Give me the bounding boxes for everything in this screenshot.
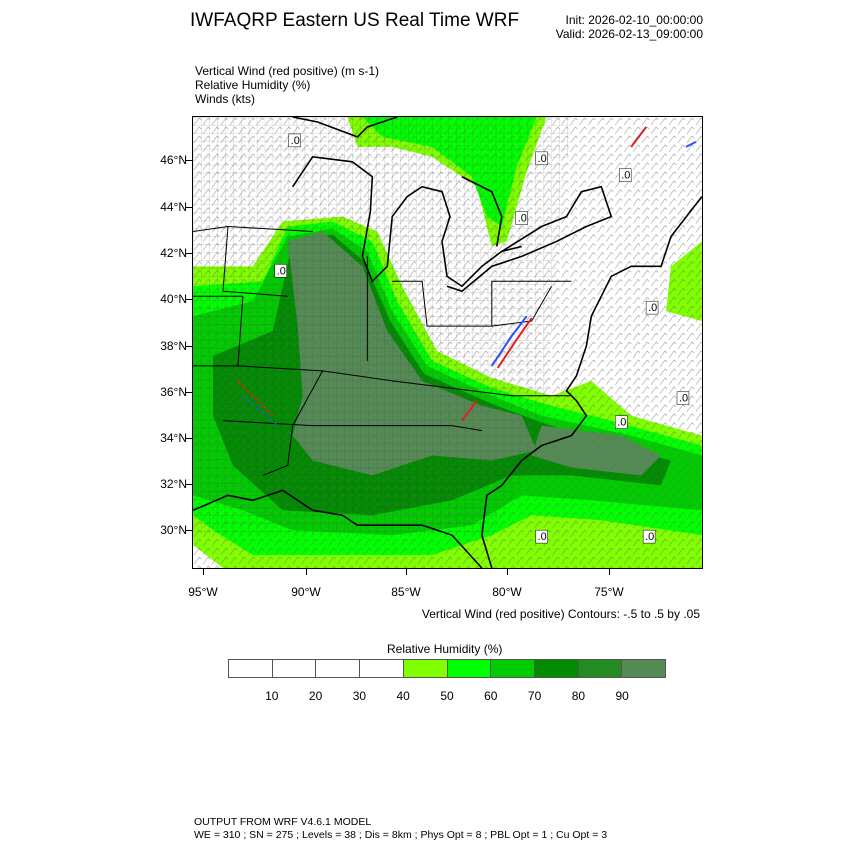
lat-label: 34°N <box>160 431 187 445</box>
contour-label: .0 <box>277 265 286 277</box>
lon-label: 95°W <box>188 585 218 599</box>
contour-label: .0 <box>648 302 657 314</box>
contour-labels: .0 .0 .0 .0 .0 .0 .0 .0 .0 .0 <box>274 133 690 544</box>
colorbar-swatch <box>229 660 273 677</box>
lon-label: 90°W <box>291 585 321 599</box>
colorbar-swatch <box>316 660 361 677</box>
colorbar-swatch <box>272 660 317 677</box>
contour-label: .0 <box>538 531 547 543</box>
lat-label: 36°N <box>160 385 187 399</box>
contour-info: Vertical Wind (red positive) Contours: -… <box>421 607 700 621</box>
field-winds: Winds (kts) <box>195 92 255 106</box>
lon-label: 85°W <box>391 585 421 599</box>
contour-label: .0 <box>645 531 654 543</box>
valid-time: Valid: 2026-02-13_09:00:00 <box>555 27 703 41</box>
colorbar-label: 60 <box>484 689 498 703</box>
plot-title: IWFAQRP Eastern US Real Time WRF <box>190 10 520 31</box>
map-svg: .0 .0 .0 .0 .0 .0 .0 .0 .0 .0 <box>192 116 703 569</box>
lat-label: 32°N <box>160 477 187 491</box>
init-time: Init: 2026-02-10_00:00:00 <box>565 13 703 27</box>
colorbar-label: 10 <box>265 689 279 703</box>
lon-label: 75°W <box>594 585 624 599</box>
colorbar-label: 20 <box>308 689 323 703</box>
contour-label: .0 <box>291 135 300 147</box>
field-relative-humidity: Relative Humidity (%) <box>195 78 311 92</box>
lat-label: 46°N <box>160 153 187 167</box>
colorbar <box>228 659 666 678</box>
contour-label: .0 <box>617 417 626 429</box>
lon-label: 80°W <box>492 585 522 599</box>
lat-label: 40°N <box>160 292 187 306</box>
colorbar-label: 90 <box>615 689 629 703</box>
coastlines <box>192 116 703 569</box>
footer-model: OUTPUT FROM WRF V4.6.1 MODEL <box>194 816 372 828</box>
colorbar-label: 40 <box>396 689 410 703</box>
state-borders <box>193 226 572 476</box>
colorbar-swatch <box>447 660 492 677</box>
colorbar-swatch <box>403 660 448 677</box>
lat-label: 38°N <box>160 339 187 353</box>
colorbar-label: 30 <box>352 689 367 703</box>
vertical-wind-contours <box>237 126 697 427</box>
lat-label: 44°N <box>160 200 187 214</box>
lat-label: 30°N <box>160 523 187 537</box>
colorbar-swatch <box>534 660 579 677</box>
lat-label: 42°N <box>160 246 187 260</box>
footer-settings: WE = 310 ; SN = 275 ; Levels = 38 ; Dis … <box>194 829 608 841</box>
colorbar-label: 80 <box>571 689 586 703</box>
weather-map: .0 .0 .0 .0 .0 .0 .0 .0 .0 .0 <box>192 116 703 569</box>
colorbar-swatch <box>360 660 404 677</box>
colorbar-label: 70 <box>527 689 542 703</box>
contour-label: .0 <box>538 153 547 165</box>
contour-label: .0 <box>518 213 527 225</box>
colorbar-swatch <box>578 660 623 677</box>
field-vertical-wind: Vertical Wind (red positive) (m s-1) <box>195 64 380 78</box>
colorbar-label: 50 <box>440 689 454 703</box>
contour-label: .0 <box>679 393 688 405</box>
colorbar-title: Relative Humidity (%) <box>387 642 503 656</box>
colorbar-swatch <box>622 660 666 677</box>
contour-label: .0 <box>621 170 630 182</box>
colorbar-swatch <box>491 660 535 677</box>
